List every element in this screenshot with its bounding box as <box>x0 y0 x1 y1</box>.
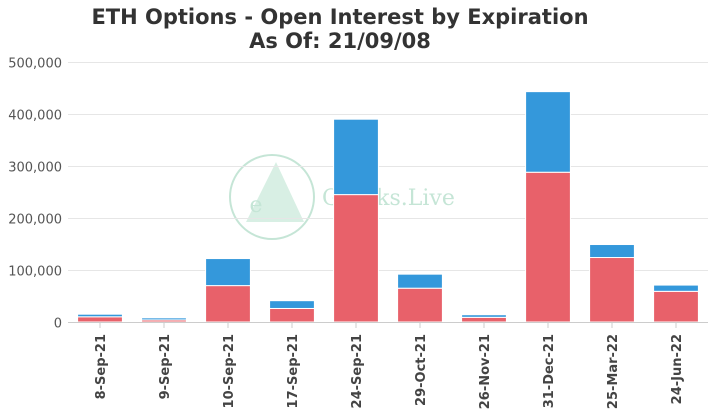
x-tick-label: 29-Oct-21 <box>414 334 429 406</box>
x-tick-label: 24-Jun-22 <box>670 334 685 404</box>
x-tick-label: 31-Dec-21 <box>542 334 557 408</box>
bar-segment-series-2 <box>589 244 635 259</box>
y-tick-label: 400,000 <box>8 109 62 124</box>
x-tick-label: 26-Nov-21 <box>478 334 493 409</box>
bar-segment-series-2 <box>653 284 699 292</box>
bar-segment-series-1 <box>269 307 315 323</box>
chart-title: ETH Options - Open Interest by Expiratio… <box>91 5 588 29</box>
x-axis-ticks: 8-Sep-21 9-Sep-21 10-Sep-21 17-Sep-21 24-Sep… <box>94 322 685 409</box>
bar-segment-series-2 <box>397 273 443 289</box>
chart-subtitle: As Of: 21/09/08 <box>249 29 431 53</box>
bar-segment-series-1 <box>461 316 507 323</box>
bar-segment-series-2 <box>461 314 507 318</box>
bar-segment-series-1 <box>205 285 251 323</box>
x-tick-label: 25-Mar-22 <box>606 334 621 409</box>
bar-segment-series-1 <box>653 290 699 323</box>
bar-segment-series-1 <box>525 171 571 323</box>
y-tick-label: 300,000 <box>8 161 62 176</box>
x-tick-label: 10-Sep-21 <box>222 334 237 408</box>
bar-segment-series-2 <box>205 258 251 287</box>
bar-segment-series-2 <box>77 313 123 318</box>
bar-segment-series-1 <box>77 316 123 323</box>
bar-segment-series-1 <box>333 194 379 323</box>
watermark-logo-icon <box>229 154 315 240</box>
y-tick-label: 500,000 <box>8 57 62 72</box>
x-tick-label: 17-Sep-21 <box>286 334 301 408</box>
bar-segment-series-2 <box>269 300 315 309</box>
bar-segment-series-2 <box>333 118 379 196</box>
bar-segment-series-1 <box>397 287 443 323</box>
y-tick-label: 100,000 <box>8 265 62 280</box>
gridlines <box>68 62 708 271</box>
x-tick-label: 9-Sep-21 <box>158 334 173 399</box>
y-tick-label: 0 <box>54 317 62 332</box>
bar-segment-series-2 <box>141 317 187 321</box>
bar-segment-series-2 <box>525 91 571 173</box>
x-tick-label: 24-Sep-21 <box>350 334 365 408</box>
x-tick-label: 8-Sep-21 <box>94 334 109 399</box>
watermark-triangle-icon <box>246 162 304 222</box>
watermark-logo-letter: e <box>249 193 262 218</box>
bar-segment-series-1 <box>589 257 635 323</box>
y-axis-ticks: 0 100,000 200,000 300,000 400,000 500,000 <box>8 57 62 332</box>
y-tick-label: 200,000 <box>8 213 62 228</box>
